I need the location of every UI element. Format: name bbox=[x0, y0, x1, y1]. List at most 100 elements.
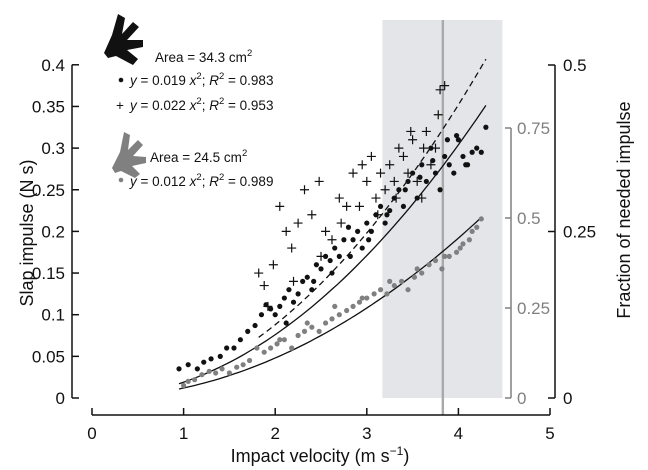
plus-point bbox=[254, 268, 264, 278]
x-tick-label: 4 bbox=[454, 424, 463, 443]
grey-dot-point bbox=[274, 341, 280, 347]
plus-point bbox=[314, 176, 324, 186]
grey-dot-point bbox=[289, 345, 295, 351]
grey-dot-point bbox=[268, 345, 274, 351]
grey-dot-point bbox=[185, 378, 191, 384]
plus-point bbox=[316, 251, 326, 261]
black-dot-point bbox=[359, 245, 365, 251]
black-dot-point bbox=[272, 312, 278, 318]
black-dot-point bbox=[194, 366, 200, 372]
black-dot-point bbox=[387, 207, 393, 214]
black-dot-point bbox=[347, 253, 353, 259]
black-dot-point bbox=[419, 162, 425, 168]
plus-point bbox=[342, 201, 352, 211]
grey-dot-point bbox=[261, 349, 267, 355]
grey-dot-point bbox=[446, 253, 452, 259]
black-tick-label: 0 bbox=[563, 389, 572, 408]
black-dot-point bbox=[277, 303, 283, 309]
black-dot-point bbox=[355, 228, 361, 234]
black-dot-point bbox=[300, 278, 306, 284]
black-dot-point bbox=[322, 253, 329, 259]
grey-dot-point bbox=[387, 278, 393, 284]
plus-point bbox=[431, 143, 440, 153]
black-dot-point bbox=[417, 174, 423, 180]
y-tick-label: 0.4 bbox=[41, 56, 65, 75]
black-dot-point bbox=[318, 266, 324, 272]
black-dot-point bbox=[400, 203, 407, 210]
black-dot-point bbox=[345, 224, 352, 230]
grey-dot-point bbox=[219, 366, 225, 372]
plus-point bbox=[376, 168, 386, 178]
grey-dot-point bbox=[364, 295, 370, 301]
grey-dot-point bbox=[460, 241, 466, 247]
black-dot-point bbox=[237, 337, 243, 343]
black-dot-point bbox=[268, 306, 274, 312]
grey-dot-point bbox=[474, 224, 480, 230]
black-dot-point bbox=[455, 137, 461, 143]
plus-point bbox=[373, 210, 383, 220]
plus-point bbox=[403, 168, 413, 178]
black-dot-point bbox=[453, 133, 460, 139]
grey-dot-point bbox=[453, 249, 460, 255]
black-dot-point bbox=[231, 345, 237, 351]
area-label-small: Area = 24.5 cm2 bbox=[150, 148, 247, 165]
grey-dot-point bbox=[295, 332, 301, 339]
plus-point bbox=[440, 81, 450, 91]
black-dot-point bbox=[442, 153, 448, 160]
black-dot-point bbox=[283, 320, 289, 326]
equation-dot-small: y = 0.012 x2; R2 = 0.989 bbox=[129, 172, 273, 189]
x-tick-label: 3 bbox=[362, 424, 371, 443]
y-tick-label: 0.3 bbox=[41, 139, 65, 158]
plus-point bbox=[263, 301, 273, 311]
plus-point bbox=[419, 143, 429, 153]
black-dot-point bbox=[437, 187, 443, 193]
x-tick-label: 2 bbox=[270, 424, 279, 443]
black-dot-point bbox=[286, 287, 292, 293]
grey-dot-point bbox=[432, 257, 439, 264]
grey-dot-point bbox=[419, 270, 425, 276]
black-dot-point bbox=[396, 187, 402, 193]
black-dot-point bbox=[327, 257, 333, 264]
plus-point bbox=[398, 151, 408, 161]
plus-point bbox=[287, 243, 297, 253]
plus-point bbox=[281, 226, 291, 236]
plus-point bbox=[307, 210, 317, 220]
grey-dot-point bbox=[234, 364, 240, 370]
plus-point bbox=[435, 85, 445, 95]
area-label-large: Area = 34.3 cm2 bbox=[155, 48, 252, 65]
black-dot-point bbox=[185, 362, 191, 368]
black-dot-point bbox=[410, 170, 416, 176]
grey-dot-point bbox=[457, 245, 463, 251]
grey-dot-point bbox=[426, 262, 432, 268]
equation-plus-large: y = 0.022 x2; R2 = 0.953 bbox=[129, 96, 273, 113]
black-dot-point bbox=[478, 149, 484, 155]
y-tick-label: 0 bbox=[56, 389, 65, 408]
black-dot-point bbox=[217, 353, 223, 359]
grey-dot-point bbox=[246, 357, 253, 364]
plus-point bbox=[259, 281, 269, 291]
plus-point bbox=[268, 260, 278, 270]
plus-point bbox=[433, 110, 443, 120]
grey-dot-point bbox=[199, 372, 205, 378]
black-dot-point bbox=[332, 245, 338, 251]
black-dot-point bbox=[341, 237, 347, 243]
y-tick-label: 0.05 bbox=[32, 347, 65, 366]
plus-point bbox=[389, 176, 399, 186]
plus-point bbox=[293, 218, 303, 228]
plus-point bbox=[334, 193, 344, 203]
black-dot-point bbox=[432, 170, 439, 176]
black-dot-point bbox=[313, 262, 320, 268]
grey-dot-point bbox=[478, 216, 484, 222]
plus-point bbox=[336, 218, 346, 228]
plus-point bbox=[354, 201, 364, 211]
plus-point bbox=[408, 135, 418, 145]
plus-point bbox=[289, 276, 299, 286]
grey-dot-marker-legend bbox=[118, 177, 124, 183]
hand-silhouette-small-icon bbox=[112, 132, 146, 178]
grey-dot-point bbox=[384, 291, 390, 297]
grey-dot-point bbox=[226, 370, 232, 376]
plus-point bbox=[380, 185, 390, 195]
grey-dot-point bbox=[371, 291, 377, 297]
grey-right-axis: 0 0.25 0.5 0.75 bbox=[505, 119, 550, 408]
grey-dot-point bbox=[359, 295, 365, 301]
